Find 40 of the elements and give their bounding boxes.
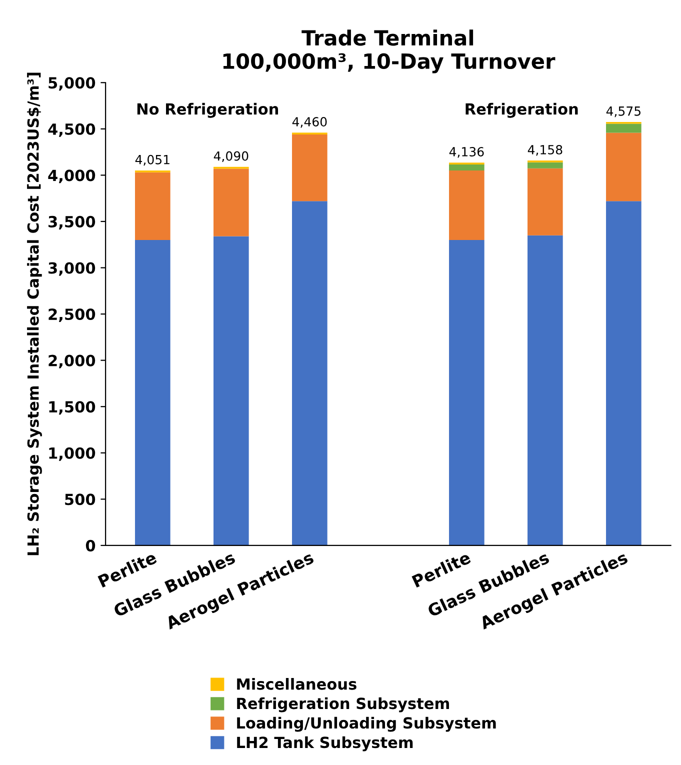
bar [292, 134, 328, 202]
annotation: Refrigeration [466, 102, 578, 118]
legend-label: Miscellaneous [237, 678, 356, 690]
annotation: No Refrigeration [137, 102, 278, 118]
y-tick-label: 0 [86, 540, 96, 552]
bar [528, 235, 563, 546]
total-label: 4,460 [292, 117, 327, 128]
total-label: 4,090 [214, 151, 248, 162]
total-label: 4,158 [528, 144, 562, 156]
bar [449, 164, 484, 171]
bar [606, 201, 642, 546]
y-tick-label: 1,500 [49, 401, 96, 415]
bar [528, 168, 563, 236]
bar [449, 170, 484, 240]
legend-label: Refrigeration Subsystem [237, 697, 449, 712]
total-label: 4,575 [606, 106, 640, 118]
total-label: 4,136 [449, 147, 484, 158]
y-axis-title: LH₂ Storage System Installed Capital Cost [2023US$/m³] [27, 72, 42, 556]
y-tick-label: 1,000 [49, 447, 96, 461]
chart-title: Trade Terminal 100,000m³, 10-Day Turnover [223, 30, 556, 74]
y-tick-label: 4,000 [48, 170, 96, 184]
bar [214, 236, 249, 546]
bar [134, 240, 170, 546]
bar [134, 172, 170, 240]
bar [449, 240, 484, 546]
y-tick-label: 3,500 [48, 216, 96, 230]
legend-label: LH2 Tank Subsystem [237, 736, 413, 752]
bar [292, 201, 328, 546]
y-tick-label: 5,000 [48, 77, 96, 91]
bar [606, 132, 642, 202]
y-tick-label: 4,500 [48, 123, 96, 137]
y-tick-label: 500 [65, 494, 96, 506]
y-tick-label: 2,500 [48, 308, 96, 322]
bar [214, 168, 249, 236]
bar [528, 162, 563, 168]
bar [606, 124, 642, 133]
y-tick-label: 3,000 [48, 262, 96, 276]
legend-label: Loading/Unloading Subsystem [237, 716, 496, 732]
y-tick-label: 2,000 [48, 354, 96, 368]
total-label: 4,051 [135, 154, 170, 166]
